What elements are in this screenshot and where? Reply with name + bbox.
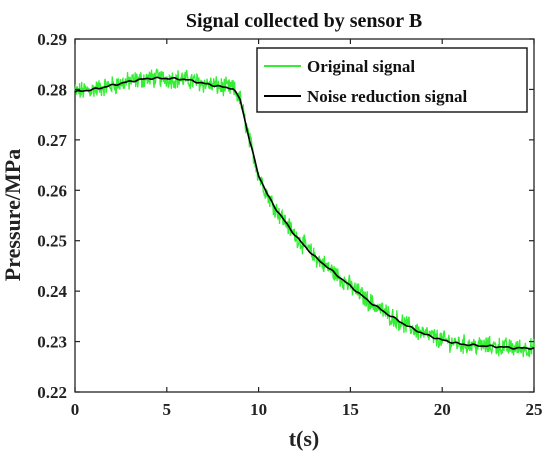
x-tick-label: 15 <box>342 400 359 419</box>
x-axis-title: t(s) <box>289 426 320 451</box>
tick-layer: 0 5 10 15 20 25 0.22 0.23 0.24 0.25 0.26 0.27 0.28 0.… <box>37 30 542 419</box>
series-noise-reduction-signal-line <box>74 76 535 350</box>
series-original-signal-line <box>74 68 535 358</box>
x-tick-label: 10 <box>250 400 267 419</box>
y-tick-label: 0.25 <box>37 232 67 251</box>
x-tick-label: 0 <box>71 400 80 419</box>
y-tick-label: 0.23 <box>37 333 67 352</box>
y-tick-label: 0.26 <box>37 181 67 200</box>
legend: Original signal Noise reduction signal <box>256 47 528 113</box>
y-tick-label: 0.22 <box>37 383 67 402</box>
x-tick-label: 20 <box>434 400 451 419</box>
legend-box <box>256 47 528 113</box>
chart-title: Signal collected by sensor B <box>186 10 422 32</box>
y-axis-title: Pressure/MPa <box>0 149 25 281</box>
x-tick-label: 25 <box>526 400 543 419</box>
x-tick-label: 5 <box>163 400 172 419</box>
y-tick-label: 0.28 <box>37 80 67 99</box>
y-tick-label: 0.29 <box>37 30 67 49</box>
series-layer <box>74 68 535 358</box>
legend-label-noise-reduction-signal: Noise reduction signal <box>307 87 468 106</box>
legend-label-original-signal: Original signal <box>307 57 415 76</box>
y-tick-label: 0.27 <box>37 131 67 150</box>
y-tick-label: 0.24 <box>37 282 67 301</box>
